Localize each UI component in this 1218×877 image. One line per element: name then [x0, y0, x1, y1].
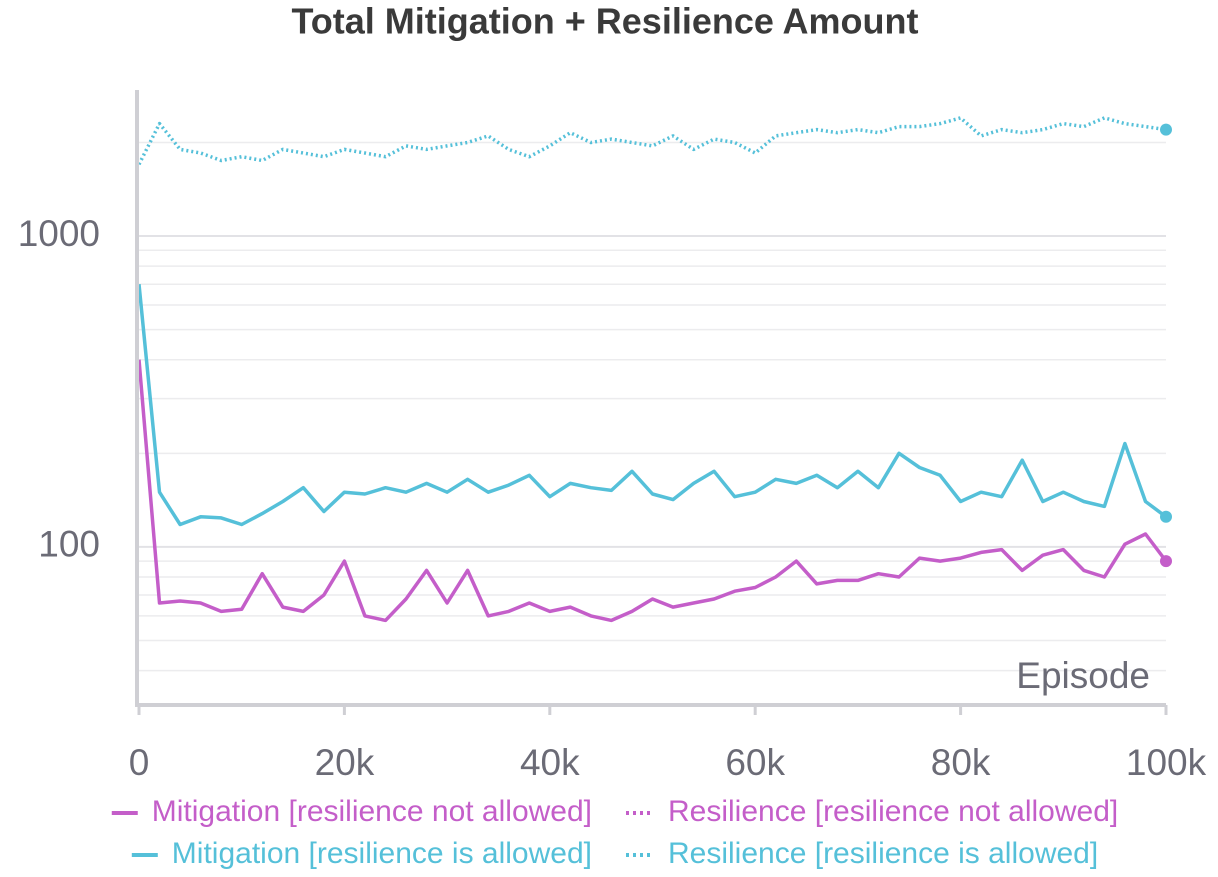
legend-label: Mitigation [resilience not allowed] [152, 795, 592, 828]
series-line [137, 359, 1168, 623]
y-tick-label: 1000 [18, 213, 100, 254]
x-tick-label: 40k [520, 742, 580, 783]
legend-label: Resilience [resilience not allowed] [668, 795, 1118, 828]
legend-label: Resilience [resilience is allowed] [668, 837, 1098, 870]
end-point [1160, 555, 1172, 568]
x-tick-label: 100k [1126, 742, 1207, 783]
chart-title: Total Mitigation + Resilience Amount [291, 1, 918, 42]
legend: Mitigation [resilience not allowed] Resil… [111, 795, 1118, 870]
axes: 100 1000 0 20k 40k 60k 80k 100k Episode [18, 90, 1207, 783]
series-line [137, 284, 1168, 527]
end-point [1160, 123, 1172, 136]
x-axis-label: Episode [1016, 655, 1150, 696]
y-tick-label: 100 [38, 524, 100, 565]
x-tick-label: 60k [725, 742, 785, 783]
grid [139, 141, 1166, 672]
x-tick-label: 80k [931, 742, 991, 783]
lines [137, 116, 1172, 623]
end-point [1160, 510, 1172, 523]
x-tick-label: 20k [315, 742, 375, 783]
x-tick-label: 0 [129, 742, 150, 783]
series-line [137, 116, 1167, 166]
legend-label: Mitigation [resilience is allowed] [172, 837, 592, 870]
